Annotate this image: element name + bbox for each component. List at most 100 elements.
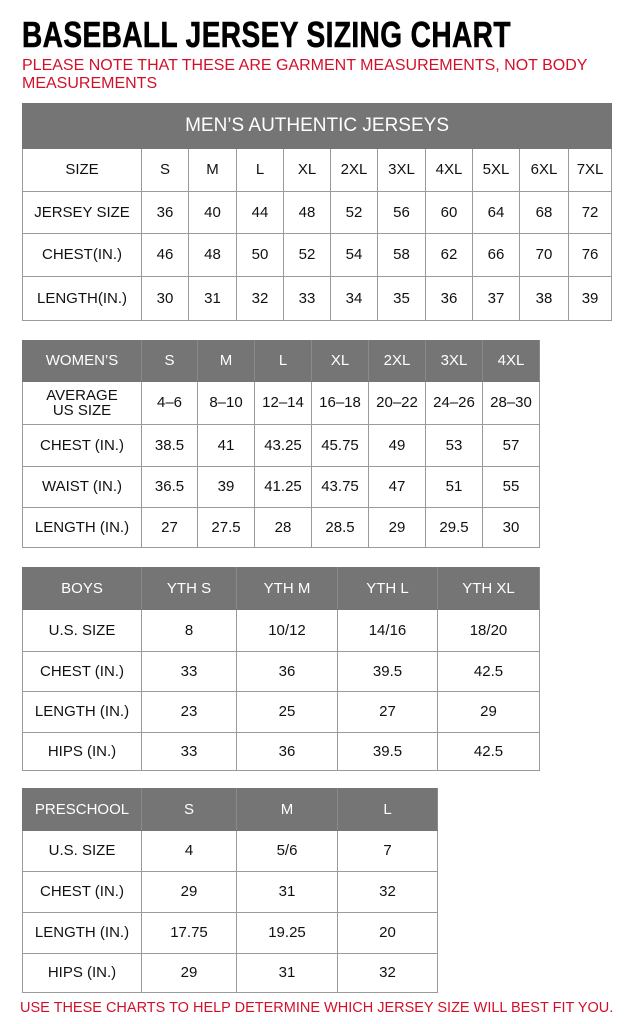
- table-row: LENGTH (IN.) 17.75 19.25 20: [22, 912, 438, 954]
- measurement-cell: 39: [567, 276, 613, 321]
- measurement-cell: 36.5: [141, 466, 198, 508]
- measurement-cell: 16–18: [311, 381, 369, 425]
- measurement-cell: 68: [519, 191, 569, 234]
- measurement-cell: 36: [141, 191, 189, 234]
- measurement-cell: 41: [197, 424, 255, 467]
- measurement-cell: 58: [377, 233, 426, 277]
- measurement-cell: 60: [425, 191, 473, 234]
- size-header: M: [236, 788, 338, 831]
- size-header: M: [197, 340, 255, 382]
- measurement-cell: 14/16: [337, 609, 438, 652]
- measurement-cell: 18/20: [437, 609, 540, 652]
- garment-note: PLEASE NOTE THAT THESE ARE GARMENT MEASU…: [22, 57, 588, 92]
- measurement-cell: 62: [425, 233, 473, 277]
- row-label: JERSEY SIZE: [22, 191, 142, 234]
- measurement-cell: 39: [197, 466, 255, 508]
- size-header: XL: [283, 148, 331, 192]
- measurement-cell: 27.5: [197, 507, 255, 548]
- measurement-cell: 38.5: [141, 424, 198, 467]
- measurement-cell: 46: [141, 233, 189, 277]
- row-label: CHEST(IN.): [22, 233, 142, 277]
- row-label: LENGTH (IN.): [22, 912, 142, 954]
- measurement-cell: 7: [337, 830, 438, 872]
- measurement-cell: 20–22: [368, 381, 426, 425]
- measurement-cell: 20: [337, 912, 438, 954]
- measurement-cell: 43.25: [254, 424, 312, 467]
- size-header: 3XL: [377, 148, 426, 192]
- measurement-cell: 34: [330, 276, 378, 321]
- table-row: JERSEY SIZE 36 40 44 48 52 56 60 64 68 72: [22, 191, 613, 234]
- measurement-cell: 40: [188, 191, 237, 234]
- row-label: LENGTH(IN.): [22, 276, 142, 321]
- measurement-cell: 41.25: [254, 466, 312, 508]
- row-label: CHEST (IN.): [22, 871, 142, 913]
- table-row: CHEST (IN.) 33 36 39.5 42.5: [22, 651, 540, 692]
- table-row: U.S. SIZE 8 10/12 14/16 18/20: [22, 609, 540, 652]
- size-header: S: [141, 148, 189, 192]
- measurement-cell: 4: [141, 830, 237, 872]
- measurement-cell: 4–6: [141, 381, 198, 425]
- measurement-cell: 35: [377, 276, 426, 321]
- boys-table: BOYS YTH S YTH M YTH L YTH XL U.S. SIZE 8 10/12…: [22, 567, 540, 771]
- measurement-cell: 23: [141, 691, 237, 733]
- preschool-table: PRESCHOOL S M L U.S. SIZE 4 5/6 7 CHEST (IN.) 29 3…: [22, 788, 438, 993]
- size-header: 4XL: [482, 340, 540, 382]
- measurement-cell: 45.75: [311, 424, 369, 467]
- size-header: 2XL: [368, 340, 426, 382]
- size-header: YTH M: [236, 567, 338, 610]
- measurement-cell: 12–14: [254, 381, 312, 425]
- size-header: YTH XL: [437, 567, 540, 610]
- measurement-cell: 31: [236, 871, 338, 913]
- row-label: LENGTH (IN.): [22, 691, 142, 733]
- size-header: 2XL: [330, 148, 378, 192]
- measurement-cell: 19.25: [236, 912, 338, 954]
- measurement-cell: 43.75: [311, 466, 369, 508]
- measurement-cell: 54: [330, 233, 378, 277]
- size-header: L: [236, 148, 284, 192]
- measurement-cell: 8: [141, 609, 237, 652]
- table-row: HIPS (IN.) 33 36 39.5 42.5: [22, 732, 540, 771]
- row-label: U.S. SIZE: [22, 609, 142, 652]
- womens-table: WOMEN’S S M L XL 2XL 3XL 4XL AVERAGE US SIZE 4–6 8…: [22, 340, 540, 548]
- header-label: PRESCHOOL: [22, 788, 142, 831]
- measurement-cell: 29.5: [425, 507, 483, 548]
- table-row: AVERAGE US SIZE 4–6 8–10 12–14 16–18 20–22 24–…: [22, 381, 540, 425]
- size-header: M: [188, 148, 237, 192]
- size-header: YTH S: [141, 567, 237, 610]
- measurement-cell: 53: [425, 424, 483, 467]
- measurement-cell: 33: [141, 732, 237, 771]
- table-row: LENGTH (IN.) 23 25 27 29: [22, 691, 540, 733]
- measurement-cell: 48: [283, 191, 331, 234]
- page-title: BASEBALL JERSEY SIZING CHART: [22, 14, 511, 56]
- measurement-cell: 36: [236, 732, 338, 771]
- measurement-cell: 33: [141, 651, 237, 692]
- measurement-cell: 76: [567, 233, 613, 277]
- size-header: 4XL: [425, 148, 473, 192]
- size-header: 6XL: [519, 148, 569, 192]
- table-header-row: BOYS YTH S YTH M YTH L YTH XL: [22, 567, 540, 610]
- measurement-cell: 55: [482, 466, 540, 508]
- measurement-cell: 32: [337, 871, 438, 913]
- size-header: XL: [311, 340, 369, 382]
- measurement-cell: 37: [472, 276, 520, 321]
- measurement-cell: 38: [519, 276, 569, 321]
- measurement-cell: 31: [188, 276, 237, 321]
- measurement-cell: 28–30: [482, 381, 540, 425]
- table-caption: MEN’S AUTHENTIC JERSEYS: [21, 103, 613, 149]
- measurement-cell: 52: [330, 191, 378, 234]
- measurement-cell: 25: [236, 691, 338, 733]
- measurement-cell: 24–26: [425, 381, 483, 425]
- measurement-cell: 29: [141, 953, 237, 993]
- measurement-cell: 49: [368, 424, 426, 467]
- row-label: CHEST (IN.): [22, 424, 142, 467]
- measurement-cell: 27: [337, 691, 438, 733]
- table-header-row: PRESCHOOL S M L: [22, 788, 438, 831]
- measurement-cell: 47: [368, 466, 426, 508]
- measurement-cell: 31: [236, 953, 338, 993]
- measurement-cell: 39.5: [337, 651, 438, 692]
- row-label: HIPS (IN.): [22, 953, 142, 993]
- measurement-cell: 42.5: [437, 732, 540, 771]
- measurement-cell: 8–10: [197, 381, 255, 425]
- table-row: CHEST (IN.) 38.5 41 43.25 45.75 49 53 57: [22, 424, 540, 467]
- size-header: 3XL: [425, 340, 483, 382]
